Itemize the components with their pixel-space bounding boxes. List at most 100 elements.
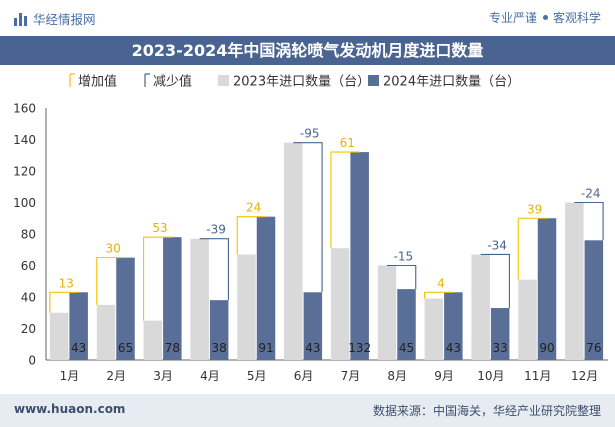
increase-bracket: [143, 236, 173, 321]
bar-2024: [444, 292, 463, 360]
y-tick-label: 40: [21, 291, 36, 305]
top-bar: 华经情报网 专业严谨 客观科学: [0, 0, 615, 36]
bar-2023: [518, 279, 537, 360]
bar-2024-value-label: 43: [71, 341, 86, 355]
bar-2024-value-label: 43: [446, 341, 461, 355]
y-tick-label: 160: [13, 102, 36, 116]
x-tick-label: 7月: [341, 369, 361, 383]
increase-value-label: 4: [437, 276, 445, 290]
bar-2023: [330, 248, 350, 360]
decrease-bracket: [293, 142, 323, 293]
x-tick-label: 12月: [571, 369, 598, 383]
data-source: 数据来源：中国海关，华经产业研究院整理: [372, 404, 601, 418]
increase-value-label: 24: [246, 201, 261, 215]
bar-2023: [237, 254, 256, 360]
bar-2024: [209, 300, 229, 360]
bar-2024-value-label: 45: [399, 341, 414, 355]
increase-value-label: 39: [527, 202, 542, 216]
bar-2024-value-label: 90: [539, 341, 554, 355]
x-tick-label: 10月: [477, 369, 504, 383]
bar-2023: [424, 298, 444, 360]
increase-value-label: 13: [59, 276, 74, 290]
x-tick-label: 9月: [434, 369, 454, 383]
y-tick-label: 140: [13, 133, 36, 147]
bar-2023: [190, 238, 209, 360]
increase-bracket: [49, 291, 79, 313]
bar-2024: [584, 240, 604, 360]
legend-label: 2024年进口数量（台）: [383, 75, 520, 90]
dot-separator-icon: [542, 15, 548, 20]
legend-label: 减少值: [153, 74, 192, 90]
bar-2024-value-label: 76: [586, 341, 601, 355]
y-tick-label: 0: [28, 354, 36, 368]
bar-2023: [471, 254, 490, 360]
bar-2023: [284, 142, 303, 360]
bar-2024: [303, 292, 323, 360]
bar-2024-value-label: 78: [165, 341, 180, 355]
y-tick-label: 60: [21, 259, 36, 273]
y-tick-label: 100: [13, 196, 36, 210]
bar-2024-value-label: 33: [493, 341, 508, 355]
bar-2024: [256, 216, 276, 360]
legend-label: 增加值: [78, 74, 117, 90]
decrease-bracket: [387, 264, 417, 290]
increase-value-label: 53: [152, 221, 167, 235]
brand-logo-icon: [14, 13, 27, 26]
bar-2023: [143, 320, 163, 360]
brand-name: 华经情报网: [33, 12, 96, 27]
increase-value-label: 61: [340, 136, 355, 150]
decrease-bracket: [199, 238, 229, 301]
decrease-value-label: -39: [206, 223, 226, 237]
y-tick-label: 80: [21, 228, 36, 242]
y-tick-label: 20: [21, 322, 36, 336]
legend-swatch-s1: [368, 75, 379, 86]
decrease-value-label: -15: [394, 250, 414, 264]
y-tick-label: 120: [13, 165, 36, 179]
increase-bracket: [424, 291, 454, 299]
decrease-bracket: [574, 201, 604, 241]
footer: www.huaon.com 数据来源：中国海关，华经产业研究院整理: [0, 394, 615, 427]
bar-2024: [69, 292, 88, 360]
bar-2024-value-label: 91: [258, 341, 273, 355]
bar-2024: [350, 152, 369, 360]
bar-2024-value-label: 38: [212, 341, 227, 355]
decrease-value-label: -34: [487, 238, 507, 252]
decrease-value-label: -24: [581, 187, 601, 201]
tagline-left: 专业严谨: [488, 11, 537, 25]
bar-2024: [116, 257, 135, 360]
x-tick-label: 2月: [106, 369, 126, 383]
footer-url[interactable]: www.huaon.com: [14, 402, 126, 416]
x-tick-label: 3月: [153, 369, 173, 383]
tagline: 专业严谨 客观科学: [489, 9, 601, 26]
increase-bracket: [517, 217, 547, 280]
bar-2023: [565, 202, 584, 360]
legend-label: 2023年进口数量（台）: [233, 75, 370, 90]
x-tick-label: 6月: [294, 369, 314, 383]
bar-2023: [49, 312, 69, 360]
decrease-bracket: [480, 253, 510, 309]
x-tick-label: 4月: [200, 369, 220, 383]
increase-value-label: 30: [105, 242, 120, 256]
tagline-right: 客观科学: [552, 11, 601, 25]
bar-2024-value-label: 132: [348, 341, 371, 355]
bar-2023: [377, 265, 397, 360]
legend-swatch-s0: [218, 75, 229, 86]
bar-2024: [163, 237, 182, 360]
bar-2023: [96, 304, 116, 360]
decrease-value-label: -95: [300, 127, 320, 141]
brand: 华经情报网: [14, 9, 96, 28]
bar-2024-value-label: 43: [305, 341, 320, 355]
chart-title: 2023-2024年中国涡轮喷气发动机月度进口数量: [0, 36, 615, 65]
x-tick-label: 11月: [524, 369, 551, 383]
increase-bracket: [236, 216, 266, 255]
x-tick-label: 8月: [387, 369, 407, 383]
bar-2024-value-label: 65: [118, 341, 133, 355]
increase-bracket: [96, 257, 126, 305]
bar-2024: [537, 218, 557, 360]
bar-chart: 增加值 减少值 2023年进口数量（台） 2024年进口数量（台） 0 20 40 60 80 1…: [13, 73, 608, 383]
x-tick-label: 5月: [247, 369, 267, 383]
x-tick-label: 1月: [60, 369, 80, 383]
increase-bracket: [330, 151, 360, 249]
bar-2024: [490, 308, 510, 360]
bar-2024: [397, 289, 416, 360]
